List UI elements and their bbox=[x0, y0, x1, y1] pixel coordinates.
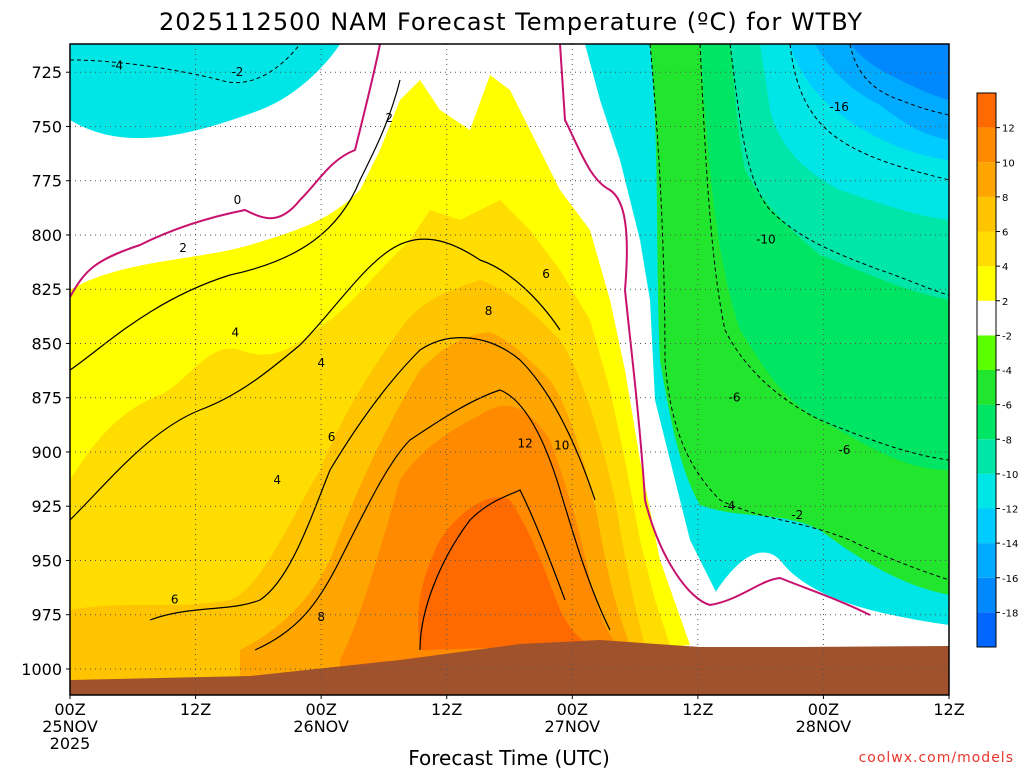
colorbar: -18 -16 -14 -12 -10 -8 -6 -4 -2 2 4 6 8 10 12 bbox=[976, 92, 1018, 648]
y-tick-label: 850 bbox=[31, 334, 62, 353]
colorbar-label: -2 bbox=[1002, 331, 1012, 342]
contour-label: 4 bbox=[317, 356, 325, 370]
colorbar-swatch bbox=[977, 93, 996, 128]
x-tick-label: 25NOV bbox=[42, 717, 98, 736]
band-12-14 bbox=[418, 497, 590, 650]
x-tick-label: 2025 bbox=[50, 734, 91, 753]
colorbar-swatch bbox=[977, 162, 996, 197]
colorbar-label: -8 bbox=[1002, 435, 1012, 446]
contour-label: 6 bbox=[328, 430, 336, 444]
contour-labels: -4 -2 -16 2 0 -10 2 6 8 4 4 -6 6 12 10 -6 4 -4 -2 6 8 bbox=[111, 59, 850, 624]
contour-label: 4 bbox=[273, 473, 281, 487]
y-tick-label: 1000 bbox=[21, 660, 62, 679]
y-tick-label: 925 bbox=[31, 497, 62, 516]
warm-contours bbox=[70, 79, 611, 651]
colorbar-label: -10 bbox=[1002, 470, 1018, 481]
x-tick-label: 12Z bbox=[933, 700, 964, 719]
colorbar-swatch bbox=[977, 577, 996, 613]
colorbar-swatch bbox=[977, 543, 996, 578]
contour-label: 10 bbox=[554, 438, 569, 452]
x-tick-label: 12Z bbox=[431, 700, 462, 719]
colorbar-swatch bbox=[977, 335, 996, 370]
contour-label: 12 bbox=[518, 436, 533, 450]
y-axis: 725 750 775 800 825 850 875 900 925 950 975 1000 bbox=[21, 63, 70, 679]
x-tick-label: 00Z bbox=[808, 700, 839, 719]
y-tick-label: 750 bbox=[31, 117, 62, 136]
y-tick-label: 875 bbox=[31, 389, 62, 408]
plot-frame bbox=[69, 43, 950, 696]
colorbar-swatch bbox=[977, 300, 996, 336]
ground bbox=[70, 640, 949, 695]
contour-label: 2 bbox=[179, 241, 187, 255]
x-tick-label: 00Z bbox=[557, 700, 588, 719]
y-tick-label: 825 bbox=[31, 280, 62, 299]
contour-label: 8 bbox=[317, 610, 325, 624]
colorbar-label: 2 bbox=[1002, 297, 1008, 308]
credit-text: coolwx.com/models bbox=[859, 750, 1014, 766]
y-tick-label: 800 bbox=[31, 226, 62, 245]
contour-label: -2 bbox=[231, 65, 243, 79]
contour-label: -16 bbox=[829, 100, 849, 114]
colorbar-label: -18 bbox=[1002, 608, 1018, 619]
x-tick-label: 12Z bbox=[180, 700, 211, 719]
colorbar-swatch bbox=[977, 231, 996, 267]
colorbar-label: 6 bbox=[1002, 228, 1008, 239]
colorbar-swatch bbox=[977, 196, 996, 232]
contour-label: 0 bbox=[234, 193, 242, 207]
contour-label: 6 bbox=[542, 267, 550, 281]
x-tick-label: 28NOV bbox=[796, 717, 852, 736]
colorbar-swatch bbox=[977, 266, 996, 301]
colorbar-swatch bbox=[977, 473, 996, 509]
colorbar-label: -12 bbox=[1002, 505, 1018, 516]
y-tick-label: 775 bbox=[31, 172, 62, 191]
x-tick-label: 00Z bbox=[54, 700, 85, 719]
y-tick-label: 975 bbox=[31, 606, 62, 625]
cold-contours bbox=[70, 44, 949, 581]
contour-label: -6 bbox=[838, 443, 850, 457]
chart-title: 2025112500 NAM Forecast Temperature (ºC)… bbox=[159, 8, 863, 36]
colorbar-swatch bbox=[977, 370, 996, 405]
colorbar-swatch bbox=[977, 439, 996, 474]
y-tick-label: 725 bbox=[31, 63, 62, 82]
colorbar-label: -6 bbox=[1002, 401, 1012, 412]
contour-label: 2 bbox=[385, 111, 393, 125]
plot-area bbox=[70, 44, 949, 695]
zero-contour bbox=[70, 44, 871, 616]
colorbar-swatch bbox=[977, 127, 996, 163]
contour-label: 8 bbox=[485, 304, 493, 318]
colorbar-swatch bbox=[977, 612, 996, 647]
x-tick-label: 00Z bbox=[305, 700, 336, 719]
colorbar-label: 8 bbox=[1002, 193, 1008, 204]
y-tick-label: 900 bbox=[31, 443, 62, 462]
x-tick-label: 12Z bbox=[682, 700, 713, 719]
contour-label: 6 bbox=[171, 593, 179, 607]
colorbar-label: -14 bbox=[1002, 539, 1018, 550]
colorbar-swatch bbox=[977, 508, 996, 544]
x-tick-label: 26NOV bbox=[293, 717, 349, 736]
band-cold-m18 bbox=[850, 44, 949, 100]
x-tick-label: 27NOV bbox=[544, 717, 600, 736]
contour-label: -2 bbox=[791, 508, 803, 522]
colorbar-label: 12 bbox=[1002, 124, 1015, 135]
y-tick-label: 950 bbox=[31, 551, 62, 570]
x-axis-title: Forecast Time (UTC) bbox=[408, 746, 610, 768]
colorbar-swatch bbox=[977, 404, 996, 440]
contour-label: -6 bbox=[728, 391, 740, 405]
colorbar-label: -4 bbox=[1002, 366, 1012, 377]
contour-label: -10 bbox=[756, 232, 776, 246]
colorbar-label: -16 bbox=[1002, 574, 1018, 585]
colorbar-label: 4 bbox=[1002, 262, 1008, 273]
contour-label: -4 bbox=[111, 59, 123, 73]
contour-label: -4 bbox=[723, 499, 735, 513]
contour-label: 4 bbox=[232, 326, 240, 340]
colorbar-label: 10 bbox=[1002, 158, 1015, 169]
